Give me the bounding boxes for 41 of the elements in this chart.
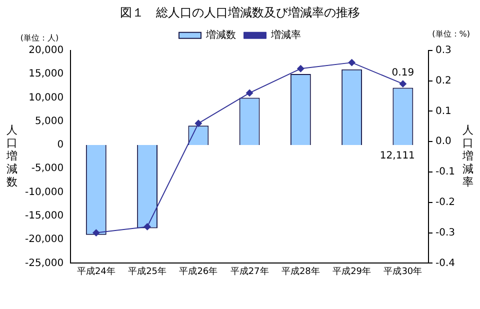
y-tick-label: -20,000 [24,234,64,246]
x-tick-label: 平成30年 [384,266,422,277]
y2-tick-label: 0.3 [435,44,452,56]
x-tick-label: 平成26年 [179,266,218,277]
y-tick-label: -5,000 [31,163,64,174]
point [297,65,304,72]
y-tick-label: 15,000 [28,68,64,80]
y-tick-label: 20,000 [28,44,64,56]
data-label: 0.19 [392,67,414,78]
point [92,229,100,236]
data-label: 12,111 [380,150,415,162]
x-tick-label: 平成25年 [128,266,167,277]
y2-axis-title: 人口増減率 [462,124,474,189]
x-tick-label: 平成28年 [281,266,320,277]
y2-tick-label: -0.3 [435,227,456,238]
y-tick-label: 5,000 [34,116,64,127]
point [348,59,356,66]
y2-tick-label: -0.4 [435,258,456,269]
y2-tick-label: 0.2 [435,75,452,86]
x-tick-label: 平成24年 [76,266,116,277]
text: (単位：人) [20,33,59,42]
chart-title: 図１ 総人口の人口増減数及び増減率の推移 [120,5,360,20]
legend-label: 増減数 [205,28,236,41]
point [144,223,151,230]
y-tick-label: 0 [57,140,64,151]
y-tick-label: -25,000 [24,258,64,269]
y2-tick-label: 0.1 [435,106,452,117]
legend-label: 増減率 [270,28,301,41]
point [399,80,406,88]
point [246,89,254,96]
x-tick-label: 平成27年 [230,266,269,277]
x-tick-label: 平成29年 [332,266,372,277]
point [194,120,202,127]
y-tick-label: -15,000 [24,210,64,222]
y-tick-label: -10,000 [24,186,64,198]
y2-tick-label: 0.0 [435,136,452,148]
y2-tick-label: -0.1 [435,166,456,178]
y-axis-title: 人口増減数 [6,124,18,189]
text: (単位：%) [432,29,470,38]
y-tick-label: 10,000 [28,92,64,104]
y2-tick-label: -0.2 [435,196,456,208]
